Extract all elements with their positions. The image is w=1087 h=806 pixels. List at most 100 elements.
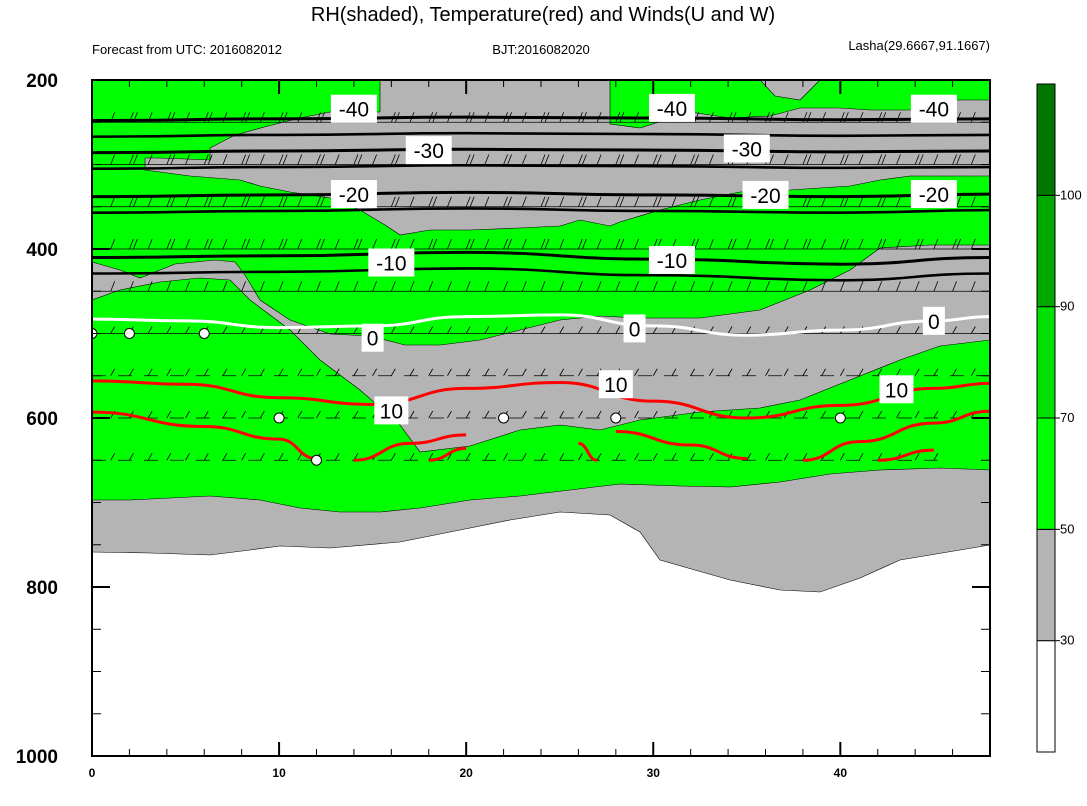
barb-flag <box>185 196 190 207</box>
barb-flag <box>147 410 153 419</box>
temperature-contour-line <box>92 313 990 337</box>
barb-flag <box>428 281 434 292</box>
barb-flag <box>245 238 251 250</box>
barb-flag <box>372 368 377 376</box>
barb-flag <box>503 238 508 250</box>
barb-flag <box>278 453 284 461</box>
temperature-contour-line <box>578 441 598 462</box>
barb-flag <box>652 453 658 461</box>
barb-flag <box>166 368 172 376</box>
barb-flag <box>914 326 920 334</box>
barb-flag <box>390 281 396 292</box>
barb-flag <box>765 238 770 250</box>
barb-flag <box>877 196 883 207</box>
barb-flag <box>409 410 415 419</box>
barb-flag <box>241 453 247 461</box>
barb-flag <box>709 238 714 250</box>
barb-flag <box>784 80 785 81</box>
barb-flag <box>728 80 729 81</box>
barb-flag <box>914 410 920 419</box>
temperature-contour-line <box>615 430 747 461</box>
barb-flag <box>222 326 228 334</box>
barb-flag <box>469 196 475 207</box>
barb-flag <box>839 154 845 165</box>
barb-flag <box>933 281 939 292</box>
barb-flag <box>540 368 546 376</box>
barb-flag <box>297 112 303 123</box>
barb-flag <box>709 281 714 292</box>
barb-flag <box>110 453 116 461</box>
barb-flag <box>919 80 920 81</box>
barb-flag <box>783 281 789 292</box>
barb-flag <box>765 368 770 376</box>
barb-flag <box>447 80 448 81</box>
barb-flag <box>357 154 363 165</box>
barb-flag <box>260 368 265 376</box>
barb-flag <box>746 238 752 250</box>
barb-flag <box>821 196 826 207</box>
barb-flag <box>690 281 696 292</box>
barb-flag <box>432 238 438 250</box>
barb-flag <box>596 326 602 334</box>
temperature-contour-line <box>92 115 990 123</box>
barb-flag <box>465 326 471 334</box>
barb-flag <box>484 80 486 81</box>
barb-flag <box>652 281 658 292</box>
barb-flag <box>690 80 692 81</box>
barb-flag <box>559 80 561 81</box>
barb-flag <box>746 326 752 334</box>
y-tick-label: 800 <box>26 578 58 599</box>
contour-label-box <box>648 245 695 274</box>
barb-flag <box>956 112 961 123</box>
barb-flag <box>409 281 415 292</box>
barb-flag <box>597 80 598 81</box>
barb-flag <box>203 368 209 376</box>
barb-flag <box>596 281 602 292</box>
contour-label-box <box>405 136 452 165</box>
barb-flag <box>970 196 976 207</box>
barb-flag <box>918 154 924 165</box>
barb-flag <box>428 410 434 419</box>
colorbar-box <box>1036 417 1056 530</box>
barb-flag <box>634 196 639 207</box>
barb-flag <box>918 238 924 250</box>
barb-flag <box>503 326 508 334</box>
barb-flag <box>353 80 355 81</box>
barb-flag <box>110 238 116 250</box>
barb-flag <box>970 112 976 123</box>
barb-flag <box>170 80 172 81</box>
colorbar: 30 50 70 90 100 <box>1036 83 1082 753</box>
barb-flag <box>447 281 452 292</box>
barb-flag <box>634 80 635 81</box>
barb-flag <box>952 80 954 81</box>
barb-flag <box>334 281 340 292</box>
barb-flag <box>727 238 733 250</box>
barb-flag <box>391 80 392 81</box>
barb-flag <box>278 281 284 292</box>
barb-flag <box>278 196 284 207</box>
colorbar-box <box>1036 194 1056 308</box>
barb-flag <box>915 80 916 81</box>
barb-flag <box>170 238 176 250</box>
barb-flag <box>241 80 243 81</box>
barb-flag <box>503 80 505 81</box>
barb-flag <box>503 453 508 461</box>
barb-flag <box>877 368 883 376</box>
barb-flag <box>129 368 134 376</box>
barb-flag <box>203 238 209 250</box>
barb-flag <box>278 154 284 165</box>
barb-flag <box>933 368 939 376</box>
barb-flag <box>147 326 153 334</box>
location-string: Lasha(29.6667,91.1667) <box>848 38 990 53</box>
barb-flag <box>652 196 658 207</box>
contour-label: 10 <box>380 400 403 423</box>
barb-flag <box>690 410 696 419</box>
barb-flag <box>671 196 677 207</box>
barb-flag <box>821 80 823 81</box>
barb-flag <box>260 80 261 81</box>
barb-flag <box>390 368 396 376</box>
barb-flag <box>170 154 176 165</box>
colorbar-tick-label: 100 <box>1060 187 1082 202</box>
calm-wind-circle <box>610 412 622 424</box>
